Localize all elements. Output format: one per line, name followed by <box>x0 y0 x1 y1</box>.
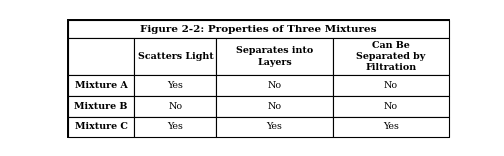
Bar <box>216 75 333 96</box>
Text: Yes: Yes <box>383 122 399 132</box>
Text: No: No <box>168 102 182 111</box>
Bar <box>68 96 135 117</box>
Text: Yes: Yes <box>167 81 183 90</box>
Bar <box>68 20 449 38</box>
Text: No: No <box>384 81 398 90</box>
Text: Yes: Yes <box>167 122 183 132</box>
Bar <box>135 117 216 137</box>
Bar <box>333 117 449 137</box>
Text: Mixture C: Mixture C <box>75 122 128 132</box>
Bar <box>216 96 333 117</box>
Text: Figure 2-2: Properties of Three Mixtures: Figure 2-2: Properties of Three Mixtures <box>140 25 376 34</box>
Bar <box>135 96 216 117</box>
Text: No: No <box>268 102 282 111</box>
Text: Mixture B: Mixture B <box>75 102 128 111</box>
Text: Can Be
Separated by
Filtration: Can Be Separated by Filtration <box>356 41 425 72</box>
Bar <box>216 38 333 75</box>
Text: No: No <box>268 81 282 90</box>
Bar <box>333 75 449 96</box>
Bar <box>216 117 333 137</box>
Text: Separates into
Layers: Separates into Layers <box>236 46 313 67</box>
Bar <box>333 96 449 117</box>
Bar <box>68 75 135 96</box>
Bar <box>68 38 135 75</box>
Text: Scatters Light: Scatters Light <box>138 52 213 61</box>
Bar <box>333 38 449 75</box>
Bar <box>68 117 135 137</box>
Text: Mixture A: Mixture A <box>75 81 128 90</box>
Text: Yes: Yes <box>267 122 282 132</box>
Bar <box>135 75 216 96</box>
Text: No: No <box>384 102 398 111</box>
Bar <box>135 38 216 75</box>
